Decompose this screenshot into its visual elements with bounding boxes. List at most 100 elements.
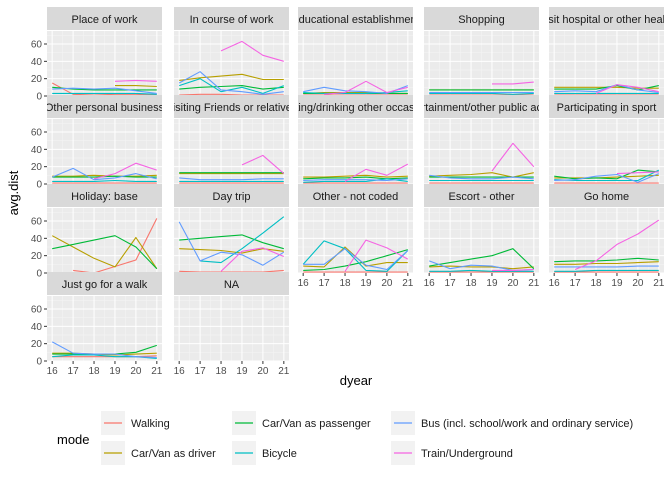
y-tick-label: 60 [31,305,43,316]
series-line-car-van-as-driver [179,73,284,81]
series-line-bus-incl-school-work-and-ordinary-service [554,84,659,94]
series-line-bus-incl-school-work-and-ordinary-service [51,341,157,359]
legend-title: mode [57,432,90,447]
panel-entertainment-other-public-activity: Entertainment/other public activity [399,95,565,185]
series-line-car-van-as-driver [115,85,157,88]
series-line-train-underground [220,40,284,62]
facet-strip-label: Educational establishment [291,14,419,26]
series-line-bicycle [52,92,157,95]
x-tick-label: 20 [381,278,393,289]
panel-na: NA 16 17 18 19 20 21 [174,272,290,377]
x-tick-label: 18 [339,278,351,289]
panel-in-course-of-work: In course of work [174,7,289,97]
facet-strip [174,184,289,207]
x-tick-label: 19 [360,278,372,289]
panels-layer: Place of work 0 20 40 60 In course of work Edu… [31,7,672,377]
legend-label: Car/Van as passenger [262,418,371,430]
facet-strip-label: Shopping [458,14,505,26]
x-tick-label: 21 [402,278,414,289]
panel-eating-drinking-other-occasion: Eating/drinking other occasion [298,95,413,185]
legend-label: Train/Underground [421,448,513,460]
legend-item-car-van-as-driver: Car/Van as driver [101,441,216,465]
panel-visit-hospital-or-other-health: Visit hospital or other health [539,7,672,97]
facet-strip [298,7,413,30]
facet-strip [549,95,664,118]
series-line-bicycle [303,178,408,183]
facet-strip-label: Day trip [213,191,251,203]
x-tick-label: 17 [195,366,207,377]
x-tick-label: 20 [257,366,269,377]
series-line-bus-incl-school-work-and-ordinary-service [178,71,284,95]
series-line-bicycle [200,216,285,264]
facet-strip-label: In course of work [190,14,274,26]
facet-strip [549,184,664,207]
x-tick-label: 16 [47,366,59,377]
panel-just-go-for-a-walk: Just go for a walk 0 20 40 60 16 17 18 19 20 21 [31,272,163,377]
facet-strip-label: NA [224,279,240,291]
series-line-car-van-as-passenger [554,257,659,263]
x-tick-label: 16 [549,278,561,289]
panel-holiday-base: Holiday: base 0 20 40 60 [31,184,162,280]
legend-item-train-underground: Train/Underground [391,441,513,465]
facet-strip [424,95,539,118]
facet-strip-label: Other personal business [45,102,165,114]
facet-strip [424,184,539,207]
facet-strip-label: Go home [584,191,629,203]
x-tick-label: 18 [215,366,227,377]
series-line-bus-incl-school-work-and-ordinary-service [303,178,408,182]
facet-strip-label: Visiting Friends or relatives [166,102,298,114]
facet-strip [174,272,289,295]
series-line-bus-incl-school-work-and-ordinary-service [51,167,157,181]
y-tick-label: 60 [31,40,43,51]
facet-strip [549,7,664,30]
series-line-car-van-as-driver [429,265,534,270]
x-tick-label: 17 [68,366,80,377]
y-tick-label: 40 [31,145,43,156]
y-tick-label: 60 [31,217,43,228]
panel-escort-other: Escort - other 16 17 18 19 20 21 [424,184,540,289]
y-tick-label: 40 [31,234,43,245]
y-tick-label: 0 [36,92,42,103]
series-line-car-van-as-passenger [303,176,408,180]
y-tick-label: 20 [31,251,43,262]
y-tick-label: 0 [36,357,42,368]
series-line-walking [51,82,157,96]
facet-strip-label: Visit hospital or other health [539,14,672,26]
x-tick-label: 21 [653,278,665,289]
y-tick-label: 0 [36,269,42,280]
x-tick-label: 18 [465,278,477,289]
series-line-car-van-as-passenger [303,249,408,271]
facet-strip [47,272,162,295]
panel-go-home: Go home 16 17 18 19 20 21 [549,184,665,289]
legend-item-bus-incl-school-work-and-ordinary-service: Bus (incl. school/work and ordinary serv… [391,411,633,435]
x-tick-label: 18 [590,278,602,289]
series-line-car-van-as-passenger [554,85,659,91]
x-axis-title: dyear [340,373,373,388]
x-tick-label: 17 [319,278,331,289]
series-line-bus-incl-school-work-and-ordinary-service [429,174,534,180]
series-line-train-underground [93,162,157,180]
legend-label: Bicycle [262,448,297,460]
facet-strip [174,7,289,30]
facet-strip [424,7,539,30]
facet-strip-label: Entertainment/other public activity [399,102,565,114]
facet-strip [47,7,162,30]
panel-other-not-coded: Other - not coded 16 17 18 19 20 21 [298,184,414,289]
series-line-train-underground [492,81,534,85]
series-line-car-van-as-passenger [179,85,284,90]
y-tick-label: 40 [31,322,43,333]
series-line-car-van-as-driver [554,261,659,265]
x-tick-label: 19 [236,366,248,377]
series-line-bus-incl-school-work-and-ordinary-service [303,248,409,271]
x-tick-label: 21 [278,366,290,377]
series-line-train-underground [344,163,409,182]
y-tick-label: 0 [36,180,42,191]
series-line-bicycle [554,269,659,272]
x-tick-label: 18 [88,366,100,377]
series-line-train-underground [492,268,534,271]
facet-strip-label: Just go for a walk [62,279,148,291]
series-line-car-van-as-passenger [179,234,284,250]
x-tick-label: 16 [424,278,436,289]
